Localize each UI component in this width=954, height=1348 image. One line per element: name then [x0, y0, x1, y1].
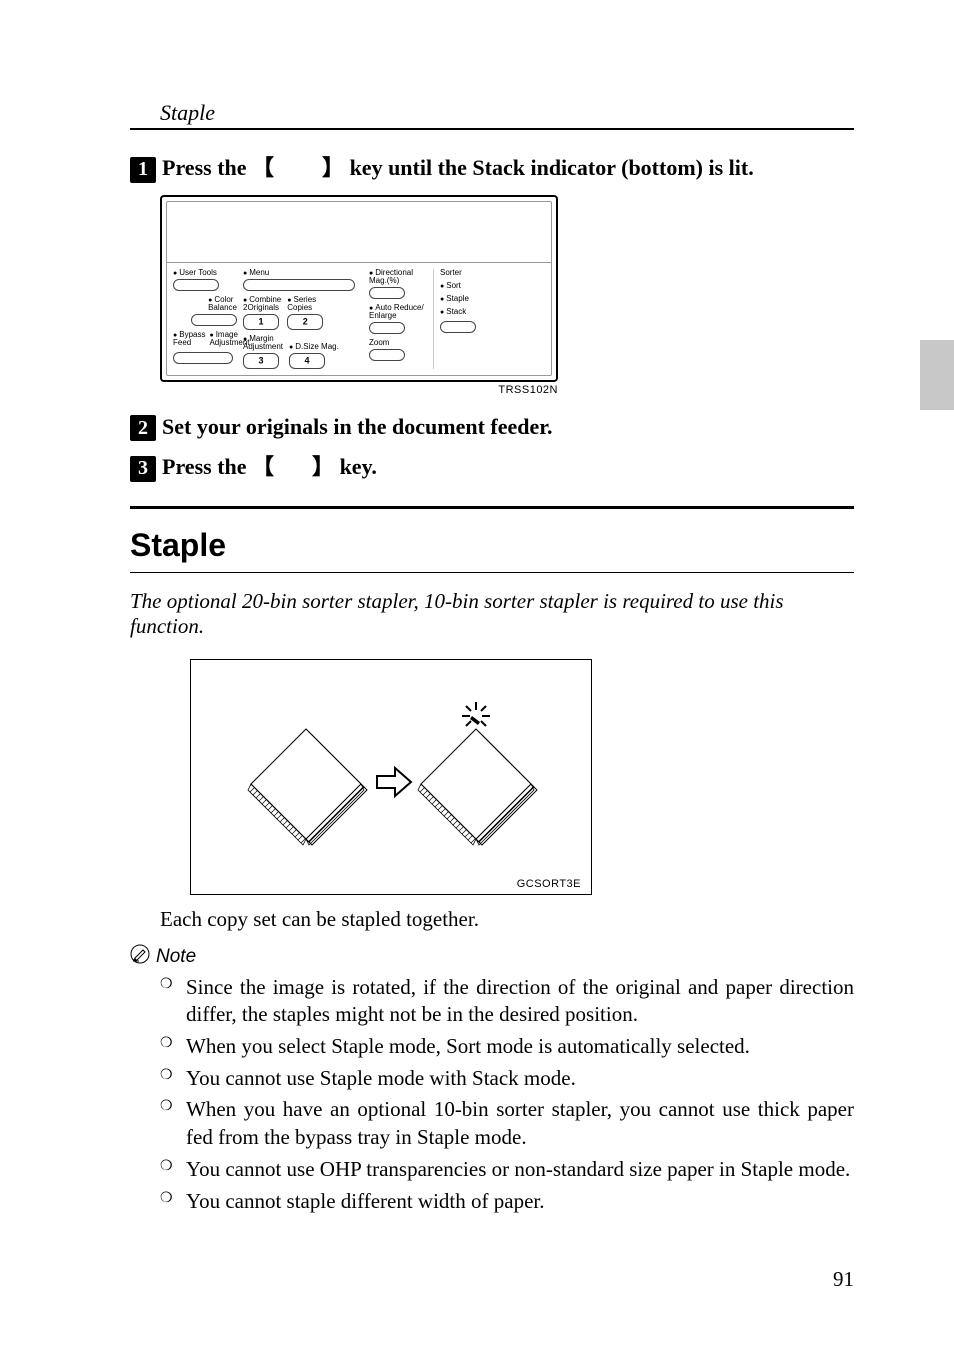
panel-marginadj-label: Margin Adjustment [243, 335, 283, 351]
section-note: The optional 20-bin sorter stapler, 10-b… [130, 589, 854, 639]
note-heading: Note [130, 944, 854, 970]
note-item: You cannot staple different width of pap… [160, 1188, 854, 1216]
panel-staple-label: Staple [440, 295, 545, 303]
body-line: Each copy set can be stapled together. [160, 907, 854, 932]
section-rule-thin [130, 572, 854, 573]
numkey-1: 1 [258, 317, 263, 326]
step-number-3: 3 [130, 456, 156, 482]
step-2: 2 Set your originals in the document fee… [130, 414, 854, 442]
numkey-2: 2 [303, 317, 308, 326]
staple-illustration-frame: GCSORT3E [190, 659, 592, 895]
step-number-1: 1 [130, 157, 156, 183]
panel-combine-label: Combine 2Originals [243, 296, 281, 312]
section-side-tab [920, 340, 954, 410]
note-item: Since the image is rotated, if the direc… [160, 974, 854, 1029]
bracket-close-1: 】 [322, 155, 344, 180]
pencil-icon [130, 944, 150, 970]
panel-dsize-label: D.Size Mag. [289, 343, 339, 351]
bracket-open-1: 【 [252, 155, 274, 180]
step3-post: key. [334, 454, 377, 479]
illustration-caption: GCSORT3E [201, 878, 581, 890]
staple-illustration [221, 674, 561, 874]
top-rule [130, 128, 854, 130]
numkey-3: 3 [258, 356, 263, 365]
step1-pre: Press the [162, 155, 252, 180]
section-heading: Staple [130, 527, 854, 564]
panel-usertools-label: User Tools [173, 269, 217, 277]
panel-stack-label: Stack [440, 308, 545, 316]
panel-colorbal-label: Color Balance [208, 296, 237, 312]
section-rule-thick [130, 506, 854, 509]
panel-menu-label: Menu [243, 269, 269, 277]
panel-bypass-label: Bypass Feed [173, 331, 205, 347]
numkey-4: 4 [305, 356, 310, 365]
step-number-2: 2 [130, 415, 156, 441]
panel-zoom-label: Zoom [369, 339, 389, 347]
page-number: 91 [833, 1267, 854, 1292]
panel-sorterhead-label: Sorter [440, 269, 545, 277]
note-head-label: Note [156, 946, 196, 968]
note-list: Since the image is rotated, if the direc… [160, 974, 854, 1216]
note-item: You cannot use Staple mode with Stack mo… [160, 1065, 854, 1093]
step1-post: key until the Stack indicator (bottom) i… [344, 155, 754, 180]
panel-autoreduce-label: Auto Reduce/ Enlarge [369, 304, 424, 320]
panel-directional-label: Directional Mag.(%) [369, 269, 413, 285]
step3-pre: Press the [162, 454, 252, 479]
device-panel-figure: User Tools Color Balance Bypass FeedImag… [160, 195, 558, 396]
panel-sort-label: Sort [440, 282, 545, 290]
step2-text: Set your originals in the document feede… [162, 414, 553, 440]
bracket-close-3: 】 [312, 454, 334, 479]
stapler-burst-icon [462, 702, 490, 726]
panel-caption: TRSS102N [160, 384, 558, 396]
note-item: When you select Staple mode, Sort mode i… [160, 1033, 854, 1061]
bracket-open-3: 【 [252, 454, 274, 479]
note-item: When you have an optional 10-bin sorter … [160, 1096, 854, 1151]
step-1: 1 Press the 【Sorter】 key until the Stack… [130, 150, 854, 183]
panel-series-label: Series Copies [287, 296, 316, 312]
step-3: 3 Press the 【 】 key. [130, 449, 854, 482]
note-item: You cannot use OHP transparencies or non… [160, 1156, 854, 1184]
chapter-title: Staple [160, 100, 854, 126]
